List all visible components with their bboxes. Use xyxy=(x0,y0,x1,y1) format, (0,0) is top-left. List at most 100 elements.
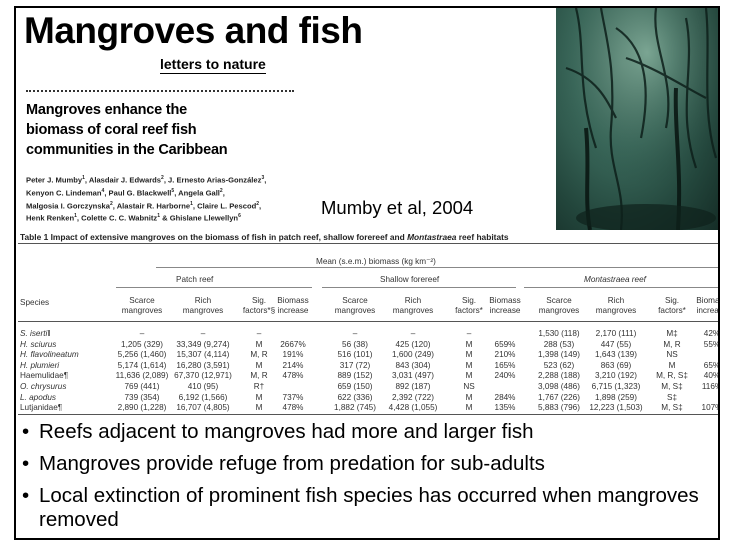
column-header: mangroves xyxy=(121,306,163,315)
table-cell: 67,370 (12,971) xyxy=(174,371,232,381)
table-cell: M xyxy=(465,403,473,413)
table-cell: 3,031 (497) xyxy=(392,371,434,381)
column-header: Biomass xyxy=(277,296,309,305)
table-cell: 5,256 (1,460) xyxy=(117,350,167,360)
group-rule-shallow xyxy=(322,287,516,288)
table-cell: 6,715 (1,323) xyxy=(591,382,641,391)
table-cell: M xyxy=(255,403,263,413)
table-cell: 1,767 (226) xyxy=(538,392,580,402)
table-cell: 40% xyxy=(703,371,720,381)
author-list: Peter J. Mumby1, Alasdair J. Edwards2, J… xyxy=(26,173,316,224)
author-line: Peter J. Mumby1, Alasdair J. Edwards2, J… xyxy=(26,175,267,185)
table-cell: 425 (120) xyxy=(395,339,431,349)
species-cell: O. chrysurus xyxy=(20,382,67,391)
column-header: mangroves xyxy=(595,306,637,315)
column-header: Sig. xyxy=(664,296,680,305)
citation: Mumby et al, 2004 xyxy=(321,197,474,218)
mangrove-roots-illustration xyxy=(556,8,718,230)
species-cell: H. sciurus xyxy=(20,339,57,349)
bullet-item: • Mangroves provide refuge from predation… xyxy=(22,452,718,476)
table-cell: 2,890 (1,228) xyxy=(117,403,167,413)
table-cell: S‡ xyxy=(666,392,677,402)
species-cell: Haemulidae¶ xyxy=(20,371,69,381)
bullet-glyph: • xyxy=(22,420,30,443)
table-cell: NS xyxy=(463,382,475,391)
slide-title: Mangroves and fish xyxy=(24,10,363,51)
table-cell: 516 (101) xyxy=(337,350,373,360)
bullet-list: • Reefs adjacent to mangroves had more an… xyxy=(22,420,718,538)
table-cell: 3,098 (486) xyxy=(538,382,580,391)
author-line: Malgosia I. Gorczynska2, Alastair R. Har… xyxy=(26,200,262,211)
table-cell: M xyxy=(465,350,473,360)
table-cell: 4,428 (1,055) xyxy=(388,403,438,413)
column-header: Sig. xyxy=(251,296,267,305)
table-cell: 16,707 (4,805) xyxy=(176,403,230,413)
table-cell: 1,882 (745) xyxy=(334,403,376,413)
table-cell: – xyxy=(200,329,206,338)
column-header: Rich xyxy=(607,296,625,305)
table-cell: M, R xyxy=(250,371,268,381)
table-cell: 12,223 (1,503) xyxy=(589,403,643,413)
table-cell: 1,530 (118) xyxy=(538,329,580,338)
column-header: increase xyxy=(489,306,521,315)
table-cell: 1,600 (249) xyxy=(392,350,434,360)
table-cell: M xyxy=(255,339,263,349)
column-header: mangroves xyxy=(538,306,580,315)
table-cell: 410 (95) xyxy=(187,382,219,391)
column-header: Scarce xyxy=(546,296,572,305)
species-cell: H. flavolineatum xyxy=(20,350,79,360)
table-cell: 65% xyxy=(703,360,720,370)
table-cell: 5,174 (1,614) xyxy=(117,360,167,370)
table-cell: M, S‡ xyxy=(661,403,683,413)
journal-header: letters to nature xyxy=(160,56,266,74)
group-rule-patch xyxy=(116,287,312,288)
author-line: Kenyon C. Lindeman4, Paul G. Blackwell5,… xyxy=(26,187,225,198)
table-cell: 33,349 (9,274) xyxy=(176,339,230,349)
table-cell: M xyxy=(465,339,473,349)
table-cell: – xyxy=(256,329,262,338)
table-cell: 1,643 (139) xyxy=(595,350,637,360)
column-header: increase xyxy=(696,306,719,315)
species-header: Species xyxy=(20,298,50,307)
bullet-glyph: • xyxy=(22,484,30,507)
article-title: Mangroves enhance the biomass of coral r… xyxy=(26,100,228,160)
bullet-glyph: • xyxy=(22,452,30,475)
table-cell: 214% xyxy=(282,360,304,370)
table-cell: – xyxy=(352,329,358,338)
table-cell: – xyxy=(139,329,145,338)
bullet-text: Reefs adjacent to mangroves had more and… xyxy=(39,420,534,443)
table-cell: 2667% xyxy=(280,339,306,349)
table-cell: 288 (53) xyxy=(543,339,575,349)
column-header: factors* xyxy=(658,306,686,315)
table-cell: 55% xyxy=(703,339,720,349)
species-cell: S. iserti‖ xyxy=(20,329,51,338)
column-header: Scarce xyxy=(129,296,155,305)
column-header: Biomass xyxy=(489,296,521,305)
table-cell: M xyxy=(465,392,473,402)
table-cell: 622 (336) xyxy=(337,392,373,402)
table-supheader-rule xyxy=(156,267,718,268)
table-cell: 317 (72) xyxy=(339,360,371,370)
table-cell: M xyxy=(465,360,473,370)
species-cell: H. plumieri xyxy=(20,360,60,370)
table-cell: 1,898 (259) xyxy=(595,392,637,402)
table-supheader: Mean (s.e.m.) biomass (kg km⁻²) xyxy=(316,257,436,266)
table-cell: 15,307 (4,114) xyxy=(176,350,230,360)
species-cell: Lutjanidae¶ xyxy=(20,403,63,413)
table-cell: NS xyxy=(666,350,678,360)
bullet-item: • Reefs adjacent to mangroves had more an… xyxy=(22,420,718,444)
bullet-item: • Local extinction of prominent fish spec… xyxy=(22,484,718,532)
table-cell: 116% xyxy=(701,382,718,391)
underwater-mangrove-photo xyxy=(556,8,718,230)
column-header: mangroves xyxy=(392,306,434,315)
group-rule-montastraea xyxy=(524,287,718,288)
table-cell: M, R xyxy=(663,339,681,349)
table-header-rule xyxy=(18,321,718,322)
table-cell: M‡ xyxy=(666,329,678,338)
table-cell: M xyxy=(668,360,676,370)
table-cell: 659% xyxy=(494,339,516,349)
table-cell: 843 (304) xyxy=(395,360,431,370)
table-cell: R† xyxy=(253,382,265,391)
column-header: factors* xyxy=(455,306,483,315)
table-cell: 523 (62) xyxy=(543,360,575,370)
